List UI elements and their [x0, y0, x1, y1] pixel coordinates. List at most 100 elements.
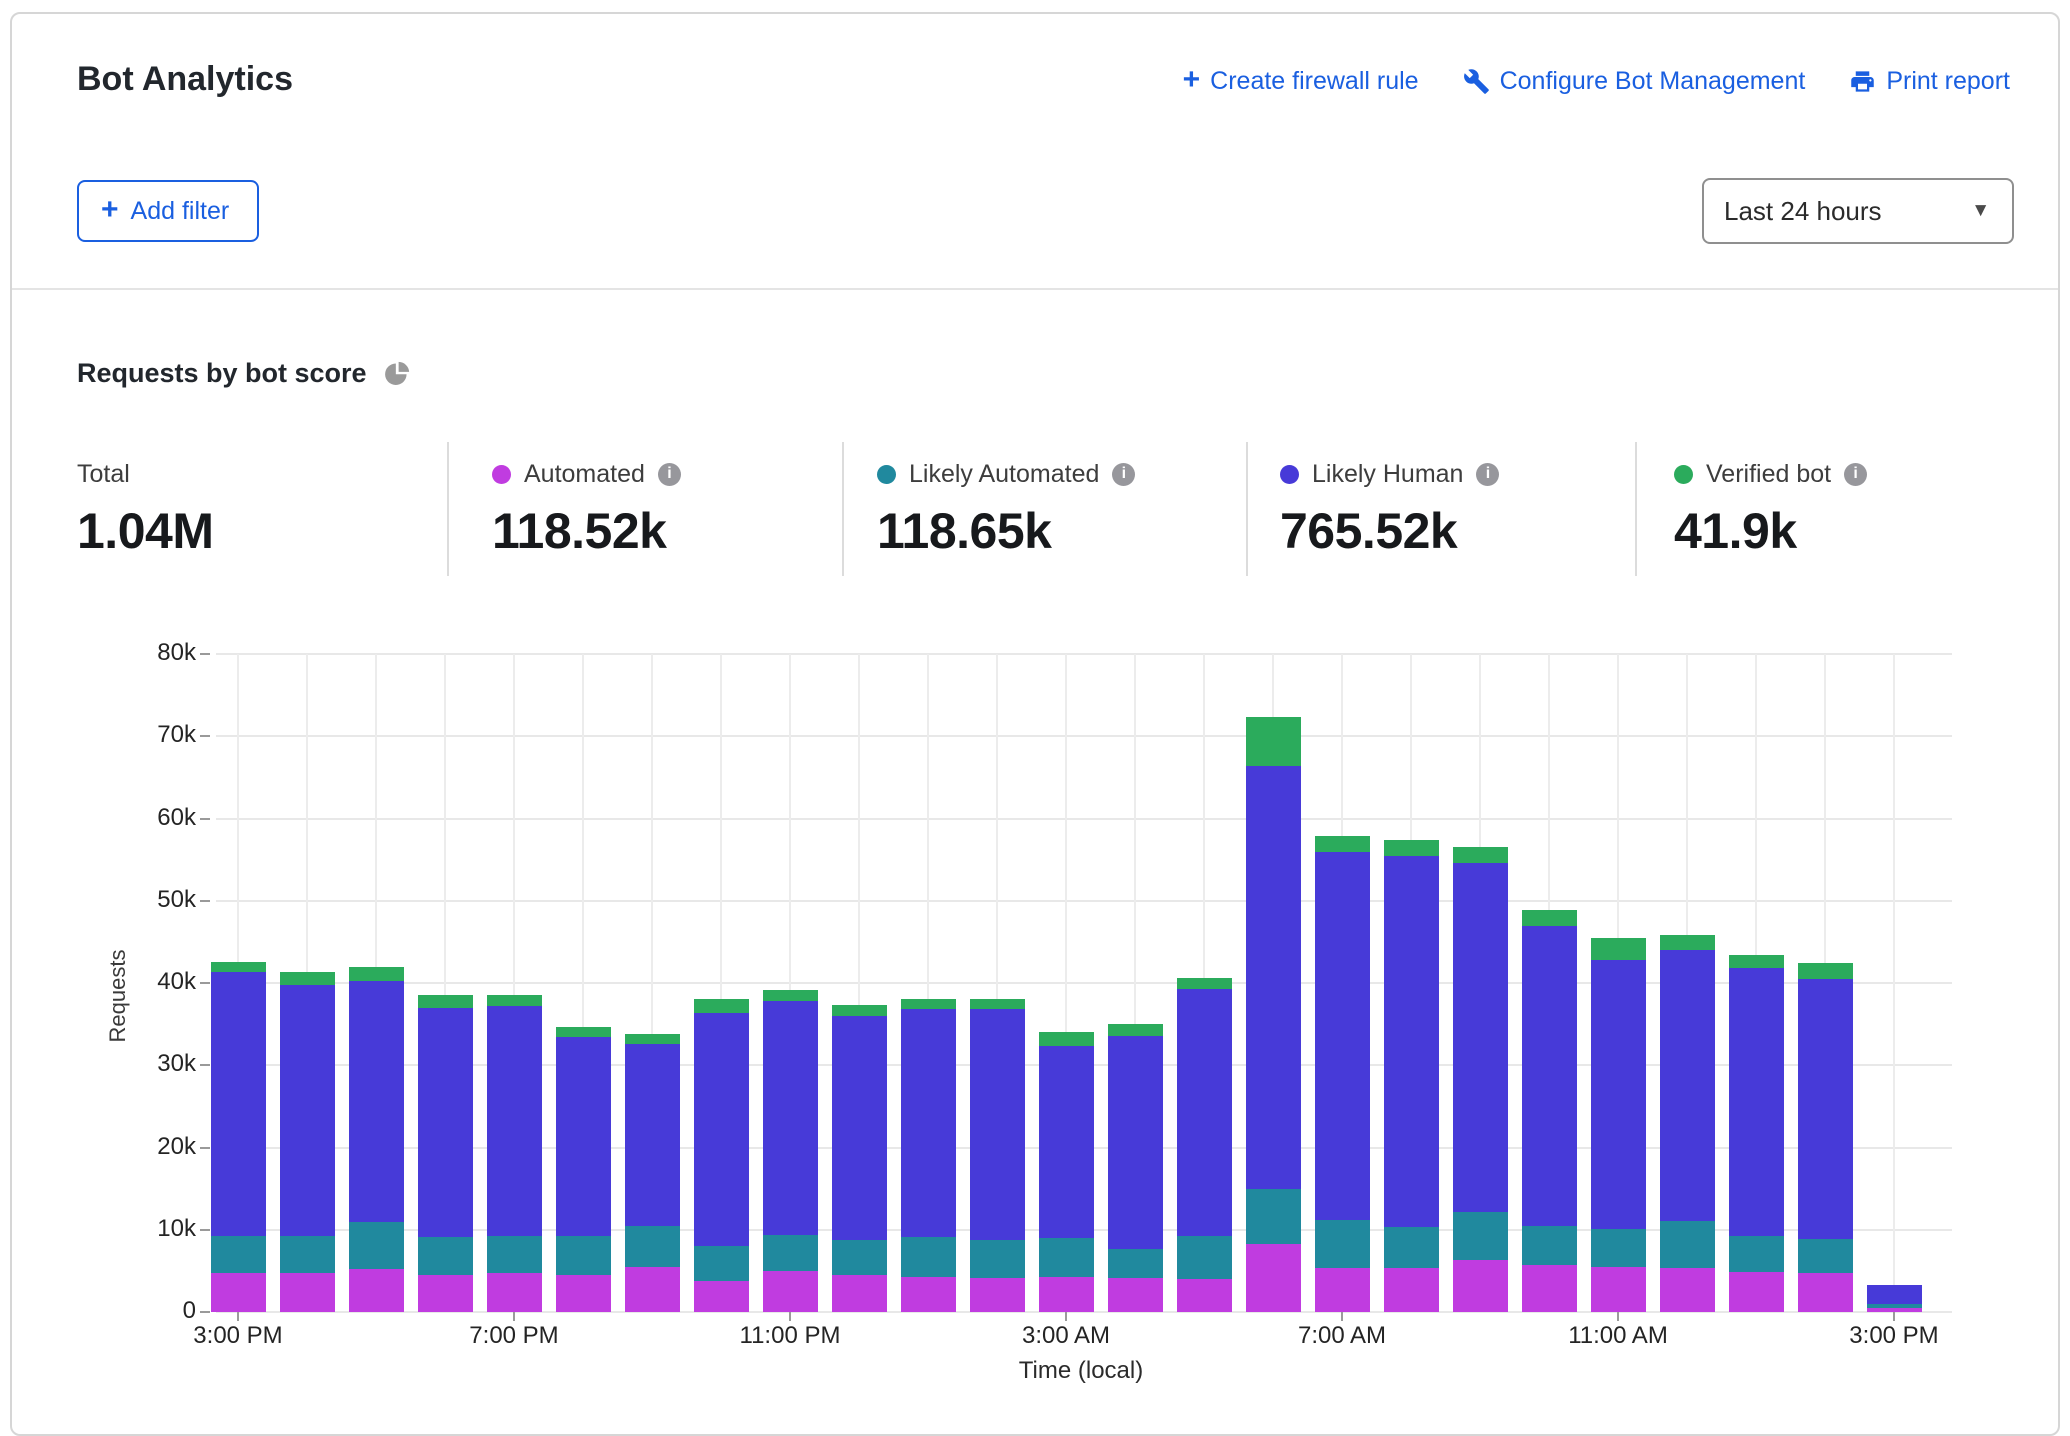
bar-segment-likely-automated[interactable] [694, 1246, 749, 1281]
bar-segment-likely-human[interactable] [349, 981, 404, 1221]
bar-segment-automated[interactable] [763, 1271, 818, 1312]
bar-7-00-pm[interactable] [487, 995, 542, 1312]
bar-segment-likely-automated[interactable] [970, 1240, 1025, 1278]
bar-6-00-am[interactable] [1246, 717, 1301, 1312]
bar-segment-likely-automated[interactable] [832, 1240, 887, 1275]
bar-8-00-am[interactable] [1384, 840, 1439, 1312]
bar-6-00-pm[interactable] [418, 995, 473, 1312]
bar-segment-automated[interactable] [1522, 1265, 1577, 1312]
bar-2-00-am[interactable] [970, 999, 1025, 1312]
bar-segment-likely-automated[interactable] [418, 1237, 473, 1275]
bar-segment-automated[interactable] [694, 1281, 749, 1312]
bar-segment-likely-human[interactable] [1798, 979, 1853, 1239]
info-icon[interactable]: i [1844, 463, 1867, 486]
bar-9-00-am[interactable] [1453, 847, 1508, 1313]
bar-segment-verified-bot[interactable] [970, 999, 1025, 1009]
bar-10-00-pm[interactable] [694, 999, 749, 1312]
bar-segment-likely-automated[interactable] [763, 1235, 818, 1271]
bar-segment-automated[interactable] [832, 1275, 887, 1312]
bar-segment-likely-automated[interactable] [625, 1226, 680, 1267]
bar-segment-verified-bot[interactable] [1177, 978, 1232, 989]
bar-segment-likely-human[interactable] [1177, 989, 1232, 1236]
bar-segment-likely-human[interactable] [1453, 863, 1508, 1212]
bar-segment-automated[interactable] [1315, 1268, 1370, 1312]
bar-segment-verified-bot[interactable] [1798, 963, 1853, 979]
bar-segment-likely-human[interactable] [1108, 1036, 1163, 1249]
info-icon[interactable]: i [1112, 463, 1135, 486]
bar-segment-likely-human[interactable] [1039, 1046, 1094, 1238]
bar-11-00-pm[interactable] [763, 990, 818, 1312]
bar-7-00-am[interactable] [1315, 836, 1370, 1312]
bar-segment-automated[interactable] [280, 1273, 335, 1312]
bar-12-00-am[interactable] [832, 1005, 887, 1312]
bar-1-00-pm[interactable] [1729, 955, 1784, 1312]
bar-segment-verified-bot[interactable] [1453, 847, 1508, 863]
bar-segment-likely-human[interactable] [280, 985, 335, 1236]
bar-segment-automated[interactable] [1108, 1278, 1163, 1312]
bar-segment-likely-automated[interactable] [349, 1222, 404, 1270]
bar-segment-likely-human[interactable] [1384, 856, 1439, 1227]
bar-segment-likely-automated[interactable] [211, 1236, 266, 1272]
bar-segment-automated[interactable] [1798, 1273, 1853, 1312]
bar-5-00-am[interactable] [1177, 978, 1232, 1312]
bar-segment-likely-human[interactable] [1246, 766, 1301, 1189]
bar-segment-automated[interactable] [1384, 1268, 1439, 1312]
bar-segment-likely-automated[interactable] [901, 1237, 956, 1277]
bar-segment-likely-automated[interactable] [1177, 1236, 1232, 1280]
bar-segment-likely-automated[interactable] [1591, 1229, 1646, 1267]
bar-5-00-pm[interactable] [349, 967, 404, 1312]
bar-1-00-am[interactable] [901, 999, 956, 1312]
bar-segment-verified-bot[interactable] [763, 990, 818, 1002]
bar-segment-automated[interactable] [418, 1275, 473, 1312]
time-range-dropdown[interactable]: Last 24 hours ▼ [1702, 178, 2014, 244]
bar-segment-likely-automated[interactable] [1246, 1189, 1301, 1244]
bar-segment-likely-human[interactable] [1660, 950, 1715, 1221]
print-report-link[interactable]: Print report [1849, 67, 2010, 96]
add-filter-button[interactable]: + Add filter [77, 180, 259, 242]
bar-3-00-pm[interactable] [211, 962, 266, 1312]
bar-segment-likely-human[interactable] [1522, 926, 1577, 1225]
bar-segment-likely-human[interactable] [1729, 968, 1784, 1236]
bar-12-00-pm[interactable] [1660, 935, 1715, 1312]
bar-segment-verified-bot[interactable] [694, 999, 749, 1012]
bar-segment-automated[interactable] [901, 1277, 956, 1312]
bar-segment-likely-human[interactable] [418, 1008, 473, 1237]
bar-segment-automated[interactable] [487, 1273, 542, 1312]
bar-segment-likely-automated[interactable] [1522, 1226, 1577, 1265]
bar-segment-likely-automated[interactable] [1798, 1239, 1853, 1273]
bar-segment-likely-automated[interactable] [556, 1236, 611, 1275]
bar-segment-verified-bot[interactable] [1522, 910, 1577, 926]
bar-segment-likely-human[interactable] [556, 1037, 611, 1236]
bar-segment-likely-human[interactable] [487, 1006, 542, 1235]
bar-segment-automated[interactable] [970, 1278, 1025, 1312]
bar-segment-automated[interactable] [1729, 1272, 1784, 1312]
bar-segment-likely-automated[interactable] [1039, 1238, 1094, 1277]
bar-segment-likely-automated[interactable] [280, 1236, 335, 1273]
bar-segment-likely-automated[interactable] [1384, 1227, 1439, 1268]
bar-segment-likely-automated[interactable] [487, 1236, 542, 1273]
bar-segment-likely-automated[interactable] [1660, 1221, 1715, 1269]
bar-segment-likely-automated[interactable] [1108, 1249, 1163, 1279]
bar-segment-automated[interactable] [1246, 1244, 1301, 1312]
bar-2-00-pm[interactable] [1798, 963, 1853, 1312]
bar-segment-verified-bot[interactable] [1384, 840, 1439, 856]
bar-segment-verified-bot[interactable] [418, 995, 473, 1007]
bar-segment-automated[interactable] [556, 1275, 611, 1312]
bar-segment-automated[interactable] [1660, 1268, 1715, 1312]
bar-segment-likely-automated[interactable] [1315, 1220, 1370, 1268]
bar-segment-verified-bot[interactable] [1591, 938, 1646, 960]
bar-segment-likely-automated[interactable] [1453, 1212, 1508, 1261]
bar-segment-likely-human[interactable] [763, 1001, 818, 1235]
bar-segment-verified-bot[interactable] [1729, 955, 1784, 968]
bar-segment-verified-bot[interactable] [349, 967, 404, 981]
configure-bot-management-link[interactable]: Configure Bot Management [1463, 67, 1806, 96]
bar-segment-verified-bot[interactable] [280, 972, 335, 985]
bar-10-00-am[interactable] [1522, 910, 1577, 1312]
bar-segment-verified-bot[interactable] [487, 995, 542, 1007]
bar-segment-likely-human[interactable] [901, 1009, 956, 1238]
bar-segment-likely-human[interactable] [1867, 1285, 1922, 1304]
bar-segment-likely-human[interactable] [1315, 852, 1370, 1220]
bar-3-00-pm[interactable] [1867, 1285, 1922, 1312]
bar-segment-verified-bot[interactable] [901, 999, 956, 1009]
bar-segment-likely-human[interactable] [1591, 960, 1646, 1229]
